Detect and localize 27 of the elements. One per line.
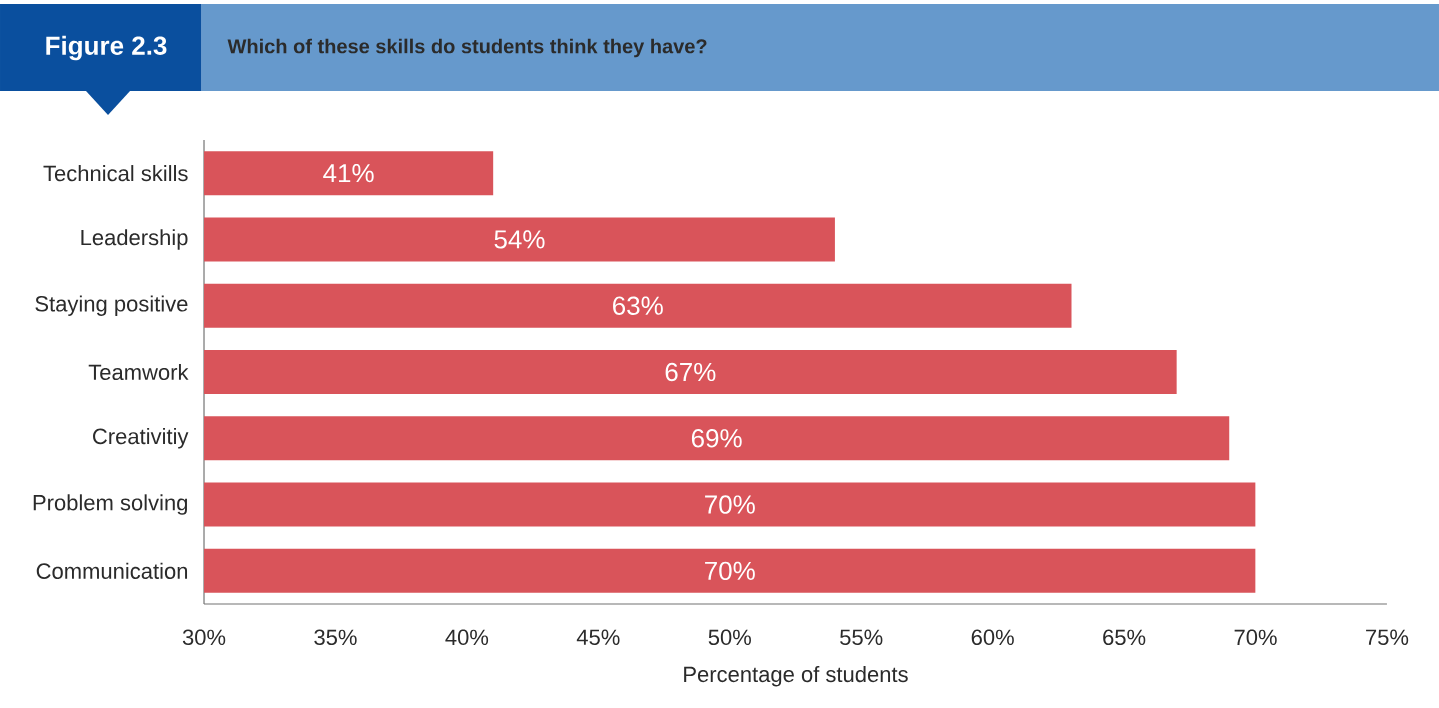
caption: Figure 2.3 [46,35,167,61]
x-tick-label: 50% [708,629,751,646]
y-tick-label: Staying positive [35,295,188,316]
y-tick-label: Technical skills [43,165,188,182]
x-tick-label: 55% [840,629,883,646]
data-label: 70% [705,495,755,514]
y-tick-label: Problem solving [33,494,188,515]
data-label: 69% [691,429,742,448]
data-label: 63% [613,296,663,315]
y-tick-label: Teamwork [88,363,189,381]
data-label: 67% [665,362,716,382]
y-tick-label: Leadership [81,229,188,250]
data-label: 54% [494,230,545,249]
y-tick-label: Creativitiy [93,428,189,449]
x-tick-label: 60% [971,629,1014,646]
data-label: 41% [323,164,374,183]
data-label: 70% [705,561,755,581]
x-tick-label: 75% [1366,629,1409,646]
chart-title: Which of these skills do students think they have? [227,38,707,58]
x-tick-label: 30% [182,629,226,646]
x-axis-title: Percentage of students [684,665,908,687]
x-tick-label: 40% [445,629,489,646]
x-tick-label: 65% [1103,629,1146,646]
x-tick-label: 70% [1234,629,1277,646]
x-tick-label: 45% [576,629,620,646]
y-tick-label: Communication [36,562,188,579]
x-tick-label: 35% [314,629,357,646]
